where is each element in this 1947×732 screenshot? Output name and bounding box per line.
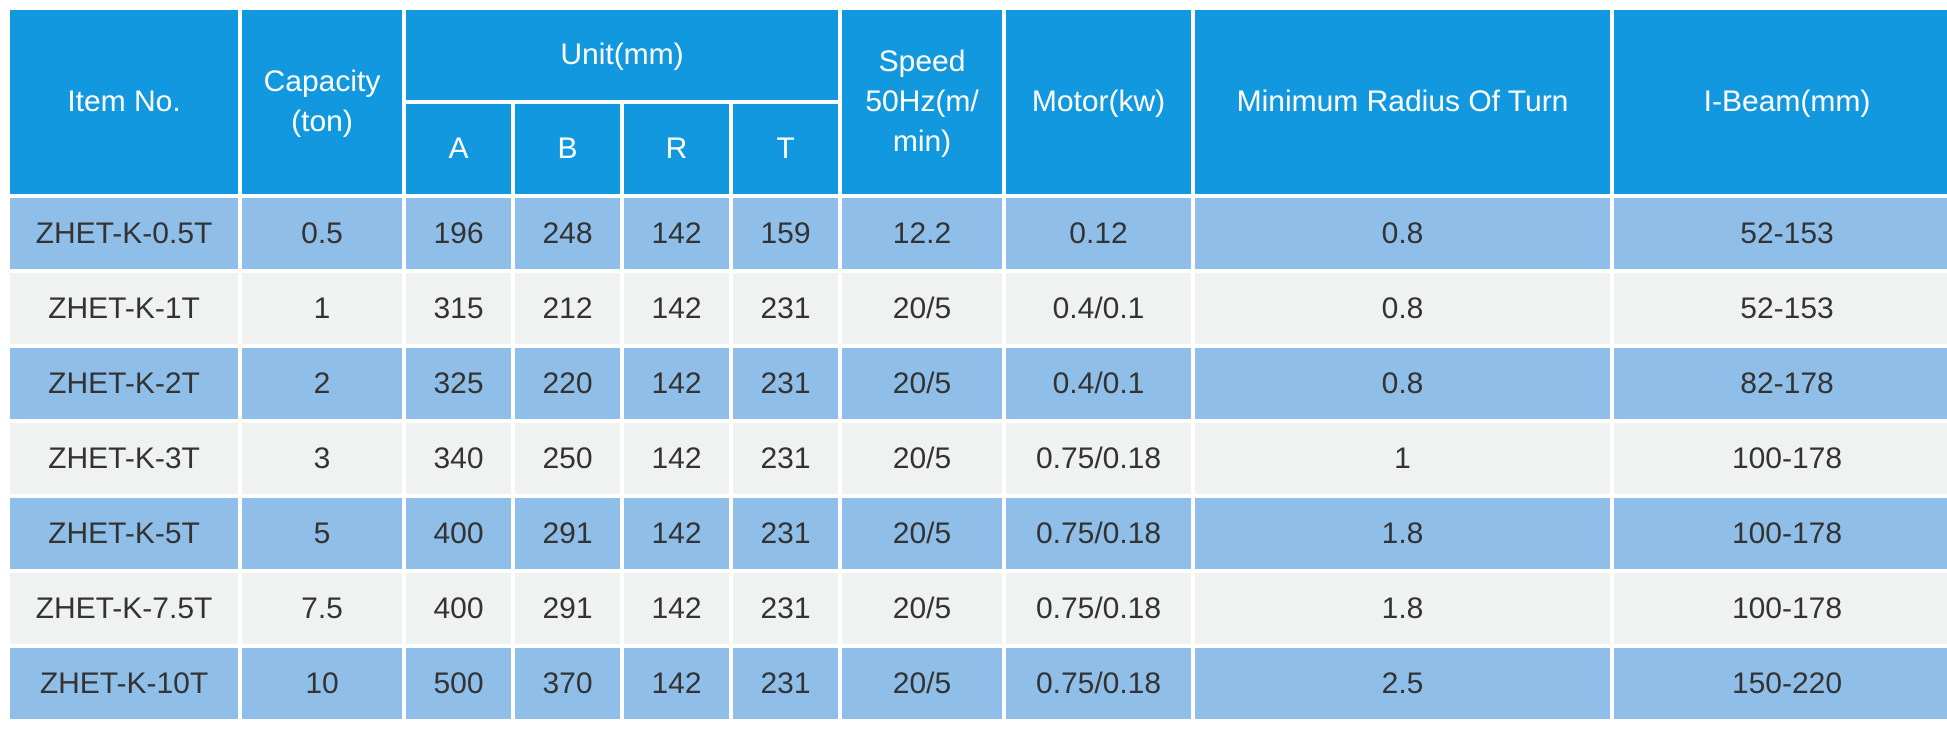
cell-a: 315: [406, 273, 511, 344]
cell-b: 212: [515, 273, 620, 344]
cell-r: 142: [624, 648, 729, 719]
cell-ibeam: 52-153: [1614, 273, 1947, 344]
cell-capacity: 2: [242, 348, 402, 419]
cell-radius: 1.8: [1195, 498, 1610, 569]
cell-capacity: 7.5: [242, 573, 402, 644]
cell-speed: 20/5: [842, 573, 1002, 644]
cell-t: 231: [733, 273, 838, 344]
header-capacity-label: Capacity (ton): [263, 65, 381, 138]
cell-b: 248: [515, 198, 620, 269]
cell-t: 231: [733, 573, 838, 644]
table-header: Item No. Capacity (ton) Unit(mm) Speed 5…: [10, 10, 1947, 194]
cell-motor: 0.75/0.18: [1006, 573, 1191, 644]
cell-motor: 0.4/0.1: [1006, 348, 1191, 419]
cell-item: ZHET-K-10T: [10, 648, 238, 719]
cell-a: 500: [406, 648, 511, 719]
cell-item: ZHET-K-5T: [10, 498, 238, 569]
cell-motor: 0.75/0.18: [1006, 648, 1191, 719]
cell-speed: 20/5: [842, 423, 1002, 494]
cell-r: 142: [624, 573, 729, 644]
cell-radius: 1: [1195, 423, 1610, 494]
cell-t: 231: [733, 348, 838, 419]
cell-a: 340: [406, 423, 511, 494]
table-body: ZHET-K-0.5T 0.5 196 248 142 159 12.2 0.1…: [10, 198, 1947, 719]
cell-a: 400: [406, 498, 511, 569]
cell-r: 142: [624, 348, 729, 419]
header-t: T: [733, 104, 838, 194]
cell-ibeam: 150-220: [1614, 648, 1947, 719]
table-row: ZHET-K-7.5T 7.5 400 291 142 231 20/5 0.7…: [10, 573, 1947, 644]
cell-radius: 0.8: [1195, 198, 1610, 269]
table-row: ZHET-K-10T 10 500 370 142 231 20/5 0.75/…: [10, 648, 1947, 719]
cell-capacity: 3: [242, 423, 402, 494]
cell-speed: 12.2: [842, 198, 1002, 269]
cell-radius: 0.8: [1195, 348, 1610, 419]
table-row: ZHET-K-0.5T 0.5 196 248 142 159 12.2 0.1…: [10, 198, 1947, 269]
cell-t: 231: [733, 498, 838, 569]
table-row: ZHET-K-5T 5 400 291 142 231 20/5 0.75/0.…: [10, 498, 1947, 569]
header-capacity: Capacity (ton): [242, 10, 402, 194]
cell-motor: 0.75/0.18: [1006, 423, 1191, 494]
cell-motor: 0.75/0.18: [1006, 498, 1191, 569]
cell-item: ZHET-K-0.5T: [10, 198, 238, 269]
cell-a: 325: [406, 348, 511, 419]
header-b: B: [515, 104, 620, 194]
cell-a: 196: [406, 198, 511, 269]
cell-motor: 0.12: [1006, 198, 1191, 269]
cell-t: 231: [733, 648, 838, 719]
cell-r: 142: [624, 198, 729, 269]
table-row: ZHET-K-2T 2 325 220 142 231 20/5 0.4/0.1…: [10, 348, 1947, 419]
cell-t: 231: [733, 423, 838, 494]
cell-r: 142: [624, 423, 729, 494]
header-r: R: [624, 104, 729, 194]
cell-radius: 0.8: [1195, 273, 1610, 344]
cell-r: 142: [624, 498, 729, 569]
header-item-no: Item No.: [10, 10, 238, 194]
table-row: ZHET-K-1T 1 315 212 142 231 20/5 0.4/0.1…: [10, 273, 1947, 344]
cell-ibeam: 82-178: [1614, 348, 1947, 419]
cell-radius: 2.5: [1195, 648, 1610, 719]
cell-r: 142: [624, 273, 729, 344]
cell-speed: 20/5: [842, 348, 1002, 419]
spec-table: Item No. Capacity (ton) Unit(mm) Speed 5…: [6, 6, 1947, 723]
cell-t: 159: [733, 198, 838, 269]
cell-capacity: 1: [242, 273, 402, 344]
cell-capacity: 10: [242, 648, 402, 719]
cell-b: 370: [515, 648, 620, 719]
cell-b: 220: [515, 348, 620, 419]
header-speed: Speed 50Hz(m/ min): [842, 10, 1002, 194]
cell-ibeam: 52-153: [1614, 198, 1947, 269]
cell-radius: 1.8: [1195, 573, 1610, 644]
table-row: ZHET-K-3T 3 340 250 142 231 20/5 0.75/0.…: [10, 423, 1947, 494]
cell-speed: 20/5: [842, 273, 1002, 344]
cell-capacity: 0.5: [242, 198, 402, 269]
header-speed-label: Speed 50Hz(m/ min): [865, 45, 979, 158]
cell-b: 250: [515, 423, 620, 494]
cell-speed: 20/5: [842, 648, 1002, 719]
header-unit: Unit(mm): [406, 10, 838, 100]
header-a: A: [406, 104, 511, 194]
cell-capacity: 5: [242, 498, 402, 569]
cell-ibeam: 100-178: [1614, 573, 1947, 644]
header-radius: Minimum Radius Of Turn: [1195, 10, 1610, 194]
cell-speed: 20/5: [842, 498, 1002, 569]
cell-a: 400: [406, 573, 511, 644]
cell-motor: 0.4/0.1: [1006, 273, 1191, 344]
header-motor: Motor(kw): [1006, 10, 1191, 194]
cell-b: 291: [515, 498, 620, 569]
cell-b: 291: [515, 573, 620, 644]
cell-item: ZHET-K-3T: [10, 423, 238, 494]
cell-item: ZHET-K-1T: [10, 273, 238, 344]
cell-ibeam: 100-178: [1614, 423, 1947, 494]
cell-ibeam: 100-178: [1614, 498, 1947, 569]
cell-item: ZHET-K-2T: [10, 348, 238, 419]
cell-item: ZHET-K-7.5T: [10, 573, 238, 644]
header-ibeam: I-Beam(mm): [1614, 10, 1947, 194]
